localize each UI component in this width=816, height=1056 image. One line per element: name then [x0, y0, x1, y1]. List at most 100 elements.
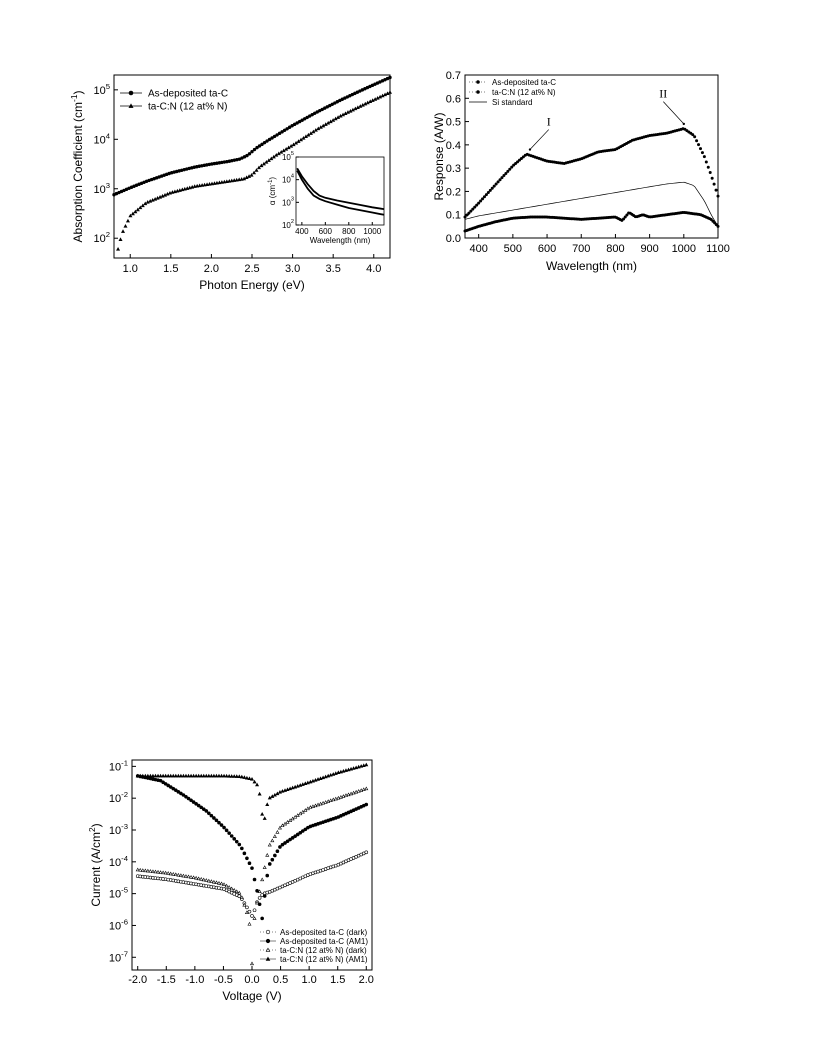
series-line [464, 181, 719, 227]
data-point [135, 867, 140, 872]
x-tick-label: 1100 [706, 243, 730, 255]
x-tick-label: 1.5 [163, 263, 178, 275]
y-tick-label: 10-3 [109, 822, 128, 837]
data-point [148, 773, 153, 778]
data-point [288, 837, 292, 842]
data-point [140, 868, 145, 872]
annotation-arrowhead [682, 122, 686, 126]
data-point [227, 774, 232, 778]
data-point [285, 820, 290, 824]
data-point [145, 199, 150, 204]
data-point [346, 767, 351, 772]
data-point [336, 770, 341, 775]
data-point [310, 112, 314, 117]
data-point [204, 809, 209, 813]
data-point [267, 842, 272, 847]
x-tick-label: 3.5 [326, 263, 341, 275]
data-point [158, 773, 163, 778]
x-tick-label: 4.0 [366, 263, 381, 275]
x-tick-label: 0.5 [273, 974, 288, 986]
data-point [285, 839, 290, 844]
inset-y-axis-label: α (cm-1) [268, 177, 277, 206]
data-point [308, 114, 312, 118]
data-point [214, 880, 219, 885]
data-point [475, 203, 479, 207]
data-point [206, 773, 211, 778]
data-point [257, 144, 262, 148]
data-point [481, 197, 485, 201]
data-point [471, 207, 475, 211]
data-point [199, 805, 204, 810]
data-point [265, 139, 269, 143]
data-point [133, 209, 138, 214]
data-point [224, 179, 229, 183]
data-point [227, 178, 232, 183]
data-point [186, 874, 191, 879]
data-point [186, 773, 191, 778]
x-tick-label: 1.0 [123, 263, 138, 275]
data-point [698, 147, 702, 151]
data-point [194, 802, 198, 806]
data-point [158, 778, 163, 783]
data-point [224, 883, 229, 888]
data-point [359, 764, 364, 768]
data-point [473, 205, 477, 209]
x-tick-label: 0.0 [244, 974, 259, 986]
data-point [704, 160, 708, 164]
data-point [247, 909, 252, 914]
data-point [262, 865, 267, 869]
data-point [118, 237, 123, 241]
data-point [477, 201, 481, 205]
data-point [303, 827, 308, 832]
data-point [267, 862, 272, 866]
y-tick-label: 10-7 [109, 949, 128, 964]
data-point [237, 894, 242, 899]
photoresponse-chart: 400 500 600 700 800 900 1000 1100 0.0 0.1 0.2 0.3 0.… [432, 70, 730, 273]
data-point [496, 180, 500, 184]
data-point [338, 769, 343, 774]
data-point [214, 773, 219, 778]
current-voltage-chart: -2.0 -1.5 -1.0 -0.5 0.0 0.5 1.0 1.5 2.0 10-7 10-6 1… [87, 758, 374, 1003]
data-point [166, 783, 170, 788]
data-point [135, 207, 140, 212]
data-point [490, 186, 494, 190]
data-point [254, 168, 259, 172]
data-point [173, 872, 178, 877]
data-point [183, 773, 188, 778]
data-point [222, 882, 227, 886]
y-axis-label: Response (A/W) [432, 112, 446, 200]
legend-label: Si standard [492, 98, 532, 107]
data-point [163, 870, 168, 875]
data-point [267, 137, 272, 142]
data-point [516, 160, 520, 164]
data-point [209, 773, 214, 778]
data-point [153, 196, 158, 201]
data-point [200, 183, 205, 187]
inset-y-tick-label: 105 [282, 151, 294, 162]
data-point [229, 774, 234, 778]
data-point [285, 127, 289, 131]
data-point [176, 790, 181, 794]
data-point [364, 762, 369, 767]
data-point [293, 834, 297, 838]
annotation-label: I [547, 115, 551, 129]
data-point [700, 151, 704, 155]
data-point [247, 861, 252, 866]
inset-y-tick-label: 104 [282, 174, 294, 185]
data-point [298, 830, 303, 835]
data-point [150, 197, 155, 202]
data-point [625, 213, 629, 217]
data-point [691, 133, 695, 137]
x-tick-label: -2.0 [128, 974, 147, 986]
data-point [216, 773, 221, 778]
data-point [232, 837, 237, 841]
data-point [270, 136, 274, 140]
data-point [364, 850, 369, 855]
data-point [265, 852, 270, 857]
data-point [143, 773, 148, 778]
legend-label: As-deposited ta-C (AM1) [280, 937, 368, 946]
plot-frame [464, 74, 719, 239]
data-point [264, 159, 269, 164]
data-point [168, 871, 173, 876]
data-point [209, 813, 214, 818]
